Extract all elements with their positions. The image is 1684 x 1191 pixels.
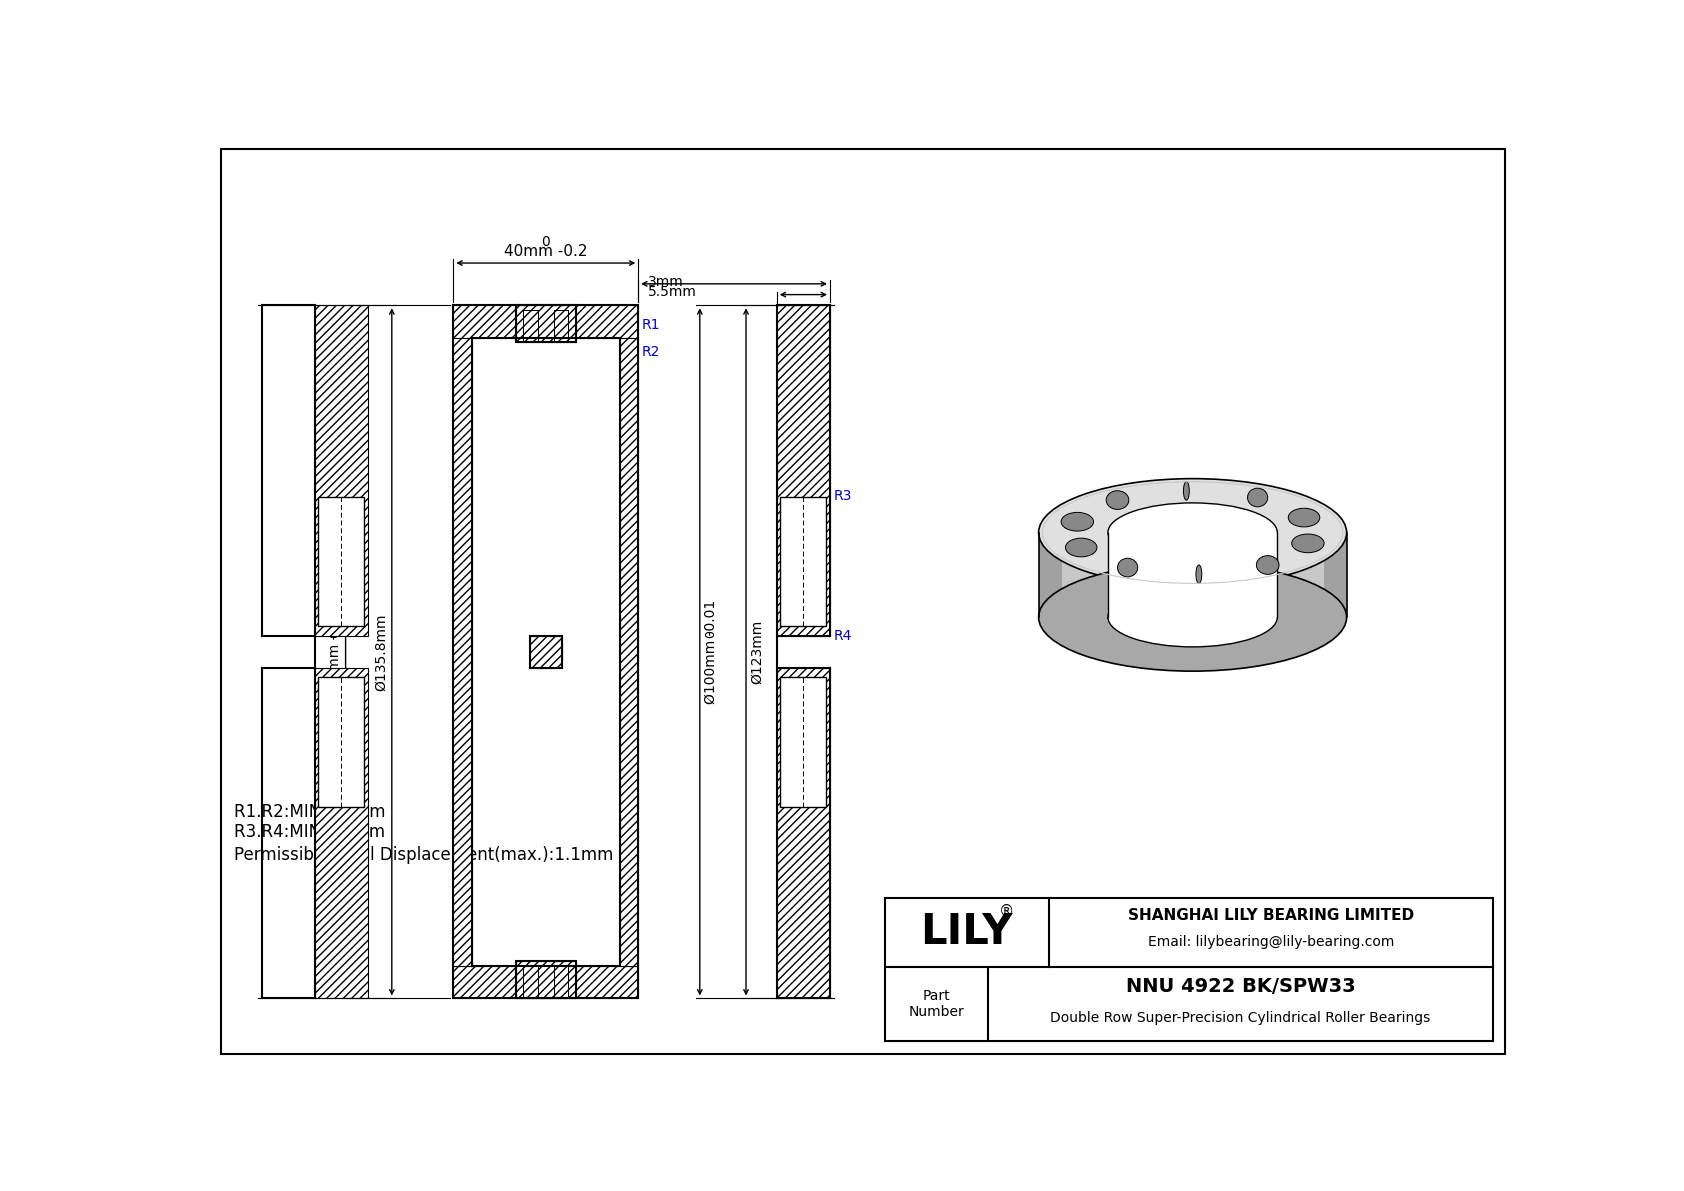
Text: 40mm -0.2: 40mm -0.2 bbox=[504, 244, 588, 260]
Ellipse shape bbox=[1292, 534, 1324, 553]
Ellipse shape bbox=[1184, 481, 1189, 500]
Bar bbox=[554, 966, 569, 997]
Bar bbox=[776, 668, 830, 998]
Text: R2: R2 bbox=[642, 344, 660, 358]
Text: Ø100mm -0.01: Ø100mm -0.01 bbox=[704, 600, 717, 704]
Text: R1: R1 bbox=[642, 318, 660, 331]
Bar bbox=[453, 305, 638, 998]
Text: Permissible Axial Displacement(max.):1.1mm: Permissible Axial Displacement(max.):1.1… bbox=[234, 846, 613, 863]
Text: LILY: LILY bbox=[921, 911, 1014, 954]
Text: 0: 0 bbox=[328, 630, 342, 638]
Text: ®: ® bbox=[999, 904, 1014, 918]
Bar bbox=[515, 305, 576, 342]
Bar bbox=[554, 310, 569, 341]
Bar bbox=[524, 310, 537, 341]
Bar bbox=[318, 497, 364, 626]
Bar bbox=[318, 678, 364, 806]
Text: Email: lilybearing@lily-bearing.com: Email: lilybearing@lily-bearing.com bbox=[1148, 935, 1394, 949]
Bar bbox=[554, 310, 569, 341]
Ellipse shape bbox=[1288, 509, 1320, 526]
Text: Part
Number: Part Number bbox=[908, 989, 965, 1018]
Bar bbox=[530, 636, 562, 668]
Text: R3.R4:MIN 0.6mm: R3.R4:MIN 0.6mm bbox=[234, 823, 386, 841]
Bar bbox=[780, 678, 827, 806]
Ellipse shape bbox=[1061, 512, 1093, 531]
Ellipse shape bbox=[1108, 503, 1276, 562]
Bar bbox=[884, 898, 1494, 1041]
Bar bbox=[524, 966, 537, 997]
Text: 3mm: 3mm bbox=[647, 274, 684, 288]
Bar bbox=[515, 961, 576, 998]
Bar bbox=[515, 305, 576, 342]
Text: Ø135.8mm: Ø135.8mm bbox=[374, 613, 387, 691]
Text: R4: R4 bbox=[834, 630, 852, 643]
Bar bbox=[453, 338, 472, 966]
Text: R1.R2:MIN 1.1mm: R1.R2:MIN 1.1mm bbox=[234, 803, 386, 822]
Bar bbox=[620, 338, 638, 966]
Ellipse shape bbox=[1118, 559, 1138, 576]
Polygon shape bbox=[1039, 532, 1061, 617]
Bar bbox=[554, 966, 569, 997]
Bar bbox=[524, 310, 537, 341]
Bar bbox=[315, 305, 367, 636]
Text: NNU 4922 BK/SPW33: NNU 4922 BK/SPW33 bbox=[1125, 978, 1356, 996]
Ellipse shape bbox=[1196, 565, 1202, 584]
Ellipse shape bbox=[1066, 538, 1096, 557]
Polygon shape bbox=[1324, 532, 1347, 617]
Polygon shape bbox=[1108, 532, 1276, 617]
Text: SHANGHAI LILY BEARING LIMITED: SHANGHAI LILY BEARING LIMITED bbox=[1128, 908, 1415, 923]
Bar bbox=[453, 966, 638, 998]
Text: 0: 0 bbox=[704, 630, 717, 638]
Text: Ø150mm -0.011: Ø150mm -0.011 bbox=[328, 596, 342, 709]
Bar bbox=[453, 305, 638, 338]
Text: 5.5mm: 5.5mm bbox=[647, 286, 695, 299]
Ellipse shape bbox=[1256, 556, 1280, 574]
Ellipse shape bbox=[1106, 491, 1128, 510]
Ellipse shape bbox=[1108, 587, 1276, 647]
Ellipse shape bbox=[1039, 479, 1347, 586]
Polygon shape bbox=[1108, 532, 1276, 617]
Bar bbox=[524, 966, 537, 997]
Bar bbox=[776, 305, 830, 636]
Polygon shape bbox=[1039, 532, 1347, 617]
Text: 0: 0 bbox=[542, 235, 551, 249]
Bar bbox=[315, 668, 367, 998]
Text: Ø123mm: Ø123mm bbox=[749, 619, 765, 684]
Text: Double Row Super-Precision Cylindrical Roller Bearings: Double Row Super-Precision Cylindrical R… bbox=[1051, 1010, 1431, 1024]
Bar bbox=[780, 497, 827, 626]
Bar bbox=[515, 961, 576, 998]
Ellipse shape bbox=[1039, 563, 1347, 672]
Text: R3: R3 bbox=[834, 488, 852, 503]
Ellipse shape bbox=[1248, 488, 1268, 507]
